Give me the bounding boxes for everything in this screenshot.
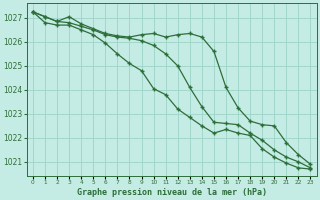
X-axis label: Graphe pression niveau de la mer (hPa): Graphe pression niveau de la mer (hPa) [77,188,267,197]
